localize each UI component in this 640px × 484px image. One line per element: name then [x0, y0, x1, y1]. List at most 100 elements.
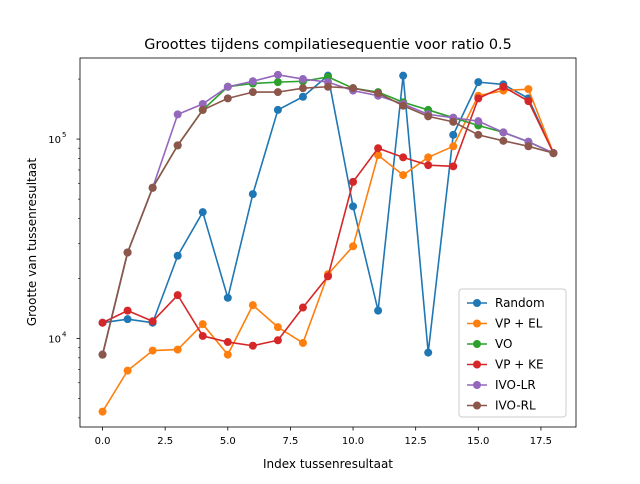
data-point [374, 306, 383, 315]
legend-label: VP + EL [495, 317, 543, 331]
data-point [349, 202, 358, 211]
y-tick-label: 10 [48, 135, 61, 146]
plot-frame [79, 57, 577, 428]
data-point [298, 84, 307, 93]
x-tick-label: 12.5 [405, 436, 427, 447]
data-point [98, 407, 107, 416]
data-point [198, 105, 207, 114]
y-tick-exponent: 5 [62, 131, 66, 139]
data-point [399, 101, 408, 110]
data-point [474, 130, 483, 139]
legend-label: VO [495, 337, 512, 351]
data-point [374, 151, 383, 160]
data-point [223, 338, 232, 347]
x-tick-label: 2.5 [157, 436, 173, 447]
data-point [499, 82, 508, 91]
data-point [173, 345, 182, 354]
data-point [98, 318, 107, 327]
data-point [298, 303, 307, 312]
data-point [474, 78, 483, 87]
legend-marker [473, 381, 481, 389]
data-point [474, 117, 483, 126]
data-point [148, 317, 157, 326]
x-tick-label: 17.5 [530, 436, 552, 447]
data-point [449, 142, 458, 151]
legend-marker [473, 360, 481, 369]
data-point [273, 323, 282, 332]
data-point [148, 183, 157, 192]
x-tick-label: 15.0 [467, 436, 489, 447]
legend-label: Random [495, 296, 545, 310]
data-point [123, 315, 132, 324]
data-point [223, 82, 232, 91]
data-point [173, 291, 182, 300]
legend-marker [473, 319, 481, 328]
data-point [273, 88, 282, 97]
data-point [298, 92, 307, 101]
data-point [298, 338, 307, 347]
data-point [524, 85, 533, 94]
x-axis-label: Index tussenresultaat [263, 457, 393, 471]
data-point [248, 301, 257, 310]
data-point [374, 144, 383, 153]
data-point [173, 141, 182, 150]
data-point [123, 306, 132, 315]
x-tick-label: 7.5 [282, 436, 298, 447]
data-point [123, 366, 132, 375]
data-point [198, 208, 207, 217]
data-point [349, 84, 358, 93]
data-point [223, 94, 232, 103]
data-point [549, 149, 558, 158]
data-point [123, 248, 132, 257]
legend-label: VP + KE [495, 358, 544, 372]
data-point [248, 190, 257, 199]
data-point [273, 78, 282, 87]
data-point [273, 70, 282, 79]
legend: Random VP + EL VO VP + KE IVO-LR IVO-RL [458, 288, 567, 418]
x-tick-label: 5.0 [220, 436, 236, 447]
data-point [399, 153, 408, 162]
data-point [474, 94, 483, 103]
data-point [524, 142, 533, 151]
data-point [449, 162, 458, 171]
data-point [349, 242, 358, 251]
data-point [198, 320, 207, 329]
data-point [248, 341, 257, 350]
data-point [198, 331, 207, 340]
y-tick-label: 10 [48, 335, 61, 346]
legend-label: IVO-LR [495, 378, 536, 392]
data-point [148, 346, 157, 355]
data-point [173, 251, 182, 260]
data-point [499, 128, 508, 137]
data-point [223, 350, 232, 359]
chart-title: Groottes tijdens compilatiesequentie voo… [144, 37, 511, 53]
data-point [399, 71, 408, 80]
data-point [324, 272, 332, 281]
data-point [173, 110, 182, 119]
legend-marker [473, 299, 481, 307]
legend-label: IVO-RL [495, 399, 536, 413]
data-point [273, 336, 282, 345]
data-point [424, 153, 433, 162]
data-point [424, 348, 433, 357]
data-point [449, 130, 458, 139]
data-point [499, 136, 508, 145]
data-point [273, 105, 282, 114]
data-point [223, 293, 232, 302]
x-tick-label: 10.0 [342, 436, 364, 447]
data-point [248, 88, 257, 97]
data-point [98, 350, 107, 359]
data-point [198, 99, 207, 108]
data-point [449, 117, 458, 126]
data-point [248, 77, 257, 86]
y-tick-exponent: 4 [62, 331, 67, 339]
data-point [424, 161, 433, 170]
data-point [298, 75, 307, 84]
data-point [524, 97, 533, 106]
y-axis-label: Grootte van tussenresultaat [25, 158, 39, 327]
plot-area [98, 70, 558, 416]
data-point [399, 171, 408, 180]
